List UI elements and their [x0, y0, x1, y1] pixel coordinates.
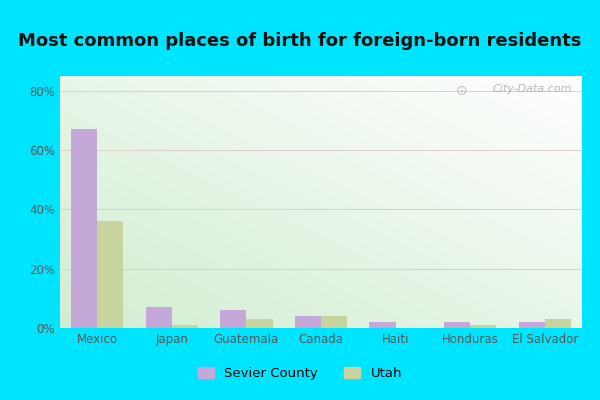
Bar — [172, 325, 198, 328]
Bar — [247, 319, 272, 328]
Bar — [220, 310, 247, 328]
Text: Most common places of birth for foreign-born residents: Most common places of birth for foreign-… — [19, 32, 581, 50]
Bar — [97, 221, 124, 328]
Text: ⊙: ⊙ — [455, 84, 467, 98]
Bar — [71, 129, 97, 328]
Bar — [146, 307, 172, 328]
Bar — [470, 325, 496, 328]
Bar — [295, 316, 321, 328]
Bar — [518, 322, 545, 328]
Bar — [444, 322, 470, 328]
Bar — [321, 316, 347, 328]
Bar — [545, 319, 571, 328]
Text: City-Data.com: City-Data.com — [492, 84, 572, 94]
Legend: Sevier County, Utah: Sevier County, Utah — [193, 362, 407, 386]
Bar — [370, 322, 395, 328]
